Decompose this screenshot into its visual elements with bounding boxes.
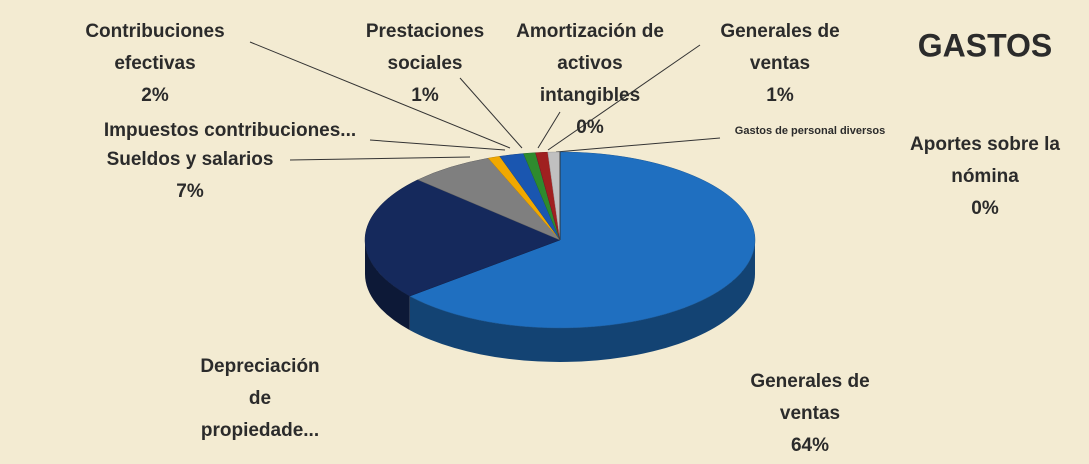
category-label: sociales [388,53,463,74]
value-label: 64% [791,435,829,456]
pie-tops [364,151,756,329]
slice-side [365,240,410,331]
leader-line [547,44,701,151]
value-label: 0% [971,198,999,219]
value-label: 1% [411,85,439,106]
data-label: Aportes sobre la nómina 0% [910,134,1060,219]
data-label: Sueldos y salarios 7% [107,149,274,202]
category-label: nómina [951,166,1019,187]
leader-line [369,139,506,151]
slice [364,179,561,297]
leader-line [555,137,721,153]
category-label: Depreciación [200,356,319,377]
category-label: Prestaciones [366,21,484,42]
category-label: ventas [780,403,840,424]
data-label: Generales de ventas 64% [750,371,869,456]
category-label: Generales de [750,371,869,392]
slice [409,151,756,329]
category-label: propiedade... [201,420,319,441]
leader-line [289,156,471,161]
data-label: Prestaciones sociales 1% [366,21,484,106]
category-label: Aportes sobre la [910,134,1060,155]
slice-side [409,240,756,362]
category-label: Contribuciones [85,21,224,42]
leader-line [249,41,511,149]
data-label: Generales de ventas 1% [720,21,839,106]
leader-line [459,77,523,149]
value-label: 0% [576,117,604,138]
data-label: Contribuciones efectivas 2% [85,21,224,106]
category-label: Impuestos contribuciones... [104,120,356,141]
pie-walls [365,240,756,362]
value-label: 7% [176,181,204,202]
category-label: de [249,388,271,409]
category-label: Amortización de [516,21,664,42]
data-label: Depreciación de propiedade... [200,356,319,441]
data-label: Impuestos contribuciones... [104,120,356,141]
category-label: intangibles [540,85,640,106]
category-label: Sueldos y salarios [107,149,274,170]
category-label: Gastos de personal diversos [735,125,885,137]
category-label: ventas [750,53,810,74]
category-label: Generales de [720,21,839,42]
data-label: Gastos de personal diversos [735,125,885,137]
chart-title: GASTOS [918,27,1053,63]
value-label: 2% [141,85,169,106]
leader-lines [249,41,721,161]
category-label: activos [557,53,622,74]
value-label: 1% [766,85,794,106]
leader-line [537,111,561,149]
category-label: efectivas [114,53,195,74]
data-label: Amortización de activos intangibles 0% [516,21,664,138]
